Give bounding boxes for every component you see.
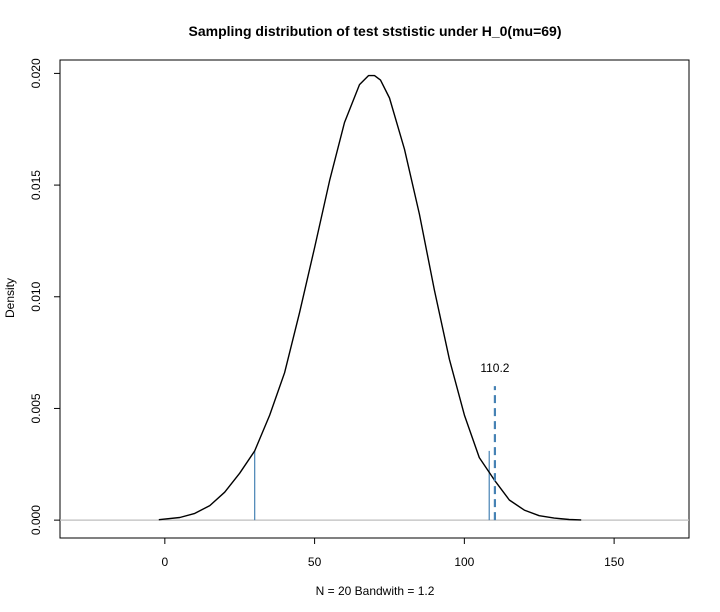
observed-value-label: 110.2 xyxy=(480,361,509,375)
x-tick-label: 0 xyxy=(161,555,168,569)
chart-title: Sampling distribution of test ststistic … xyxy=(189,23,562,39)
plot-frame xyxy=(59,59,690,539)
y-tick-label: 0.010 xyxy=(29,281,43,311)
y-tick-label: 0.015 xyxy=(29,170,43,200)
y-axis-label: Density xyxy=(3,278,17,318)
y-tick-label: 0.020 xyxy=(29,58,43,88)
x-tick-label: 50 xyxy=(308,555,322,569)
x-tick-label: 150 xyxy=(604,555,624,569)
y-tick-label: 0.005 xyxy=(29,393,43,423)
y-tick-label: 0.000 xyxy=(29,505,43,535)
x-axis-label: N = 20 Bandwith = 1.2 xyxy=(316,584,435,598)
x-tick-label: 100 xyxy=(454,555,474,569)
density-curve xyxy=(158,74,582,521)
